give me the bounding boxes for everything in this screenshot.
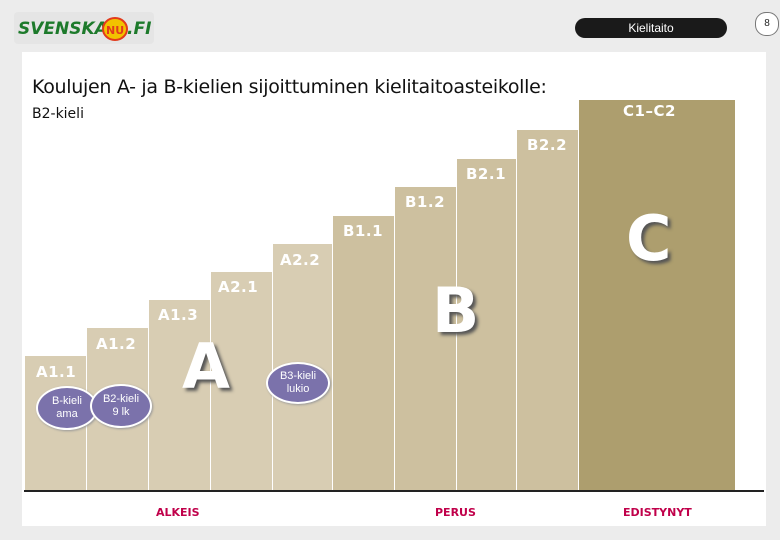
slide-subtitle: B2-kieli: [32, 106, 84, 122]
level-label-c1-c2: C1–C2: [623, 102, 676, 120]
bubble-b2-kieli-9lk: B2-kieli 9 lk: [90, 384, 152, 428]
bubble-line2: 9 lk: [112, 406, 130, 418]
level-label-a1-3: A1.3: [158, 306, 199, 324]
page-number: 8: [755, 12, 779, 36]
level-label-b2-1: B2.1: [466, 165, 507, 183]
svg-text:NU: NU: [106, 24, 124, 37]
big-letter-b: B: [432, 274, 480, 347]
bubble-line1: B3-kieli: [279, 370, 317, 382]
section-pill: Kielitaito: [575, 18, 727, 38]
level-label-a2-1: A2.1: [218, 278, 259, 296]
bubble-b-kieli-ama: B-kieli ama: [36, 386, 98, 430]
slide-title: Koulujen A- ja B-kielien sijoittuminen k…: [32, 76, 547, 98]
step-b1-1: [332, 216, 395, 490]
bubble-b3-kieli-lukio: B3-kieli lukio: [266, 362, 330, 404]
bubble-line1: B-kieli: [52, 395, 82, 407]
big-letter-c: C: [626, 202, 672, 275]
footer-edistynyt: EDISTYNYT: [623, 506, 692, 519]
step-a2-1: [210, 272, 273, 490]
big-letter-a: A: [182, 330, 230, 403]
svenska-nu-logo: SVENSKA NU .FI: [14, 12, 154, 44]
bubble-line2: lukio: [286, 383, 310, 395]
level-label-b2-2: B2.2: [527, 136, 568, 154]
footer-alkeis: ALKEIS: [156, 506, 200, 519]
bubble-line2: ama: [56, 408, 78, 420]
svg-text:SVENSKA: SVENSKA: [18, 19, 108, 39]
bubble-line1: B2-kieli: [102, 393, 140, 405]
level-label-a2-2: A2.2: [280, 251, 321, 269]
step-b2-2: [516, 130, 579, 490]
level-label-a1-2: A1.2: [96, 335, 137, 353]
level-label-b1-1: B1.1: [343, 222, 384, 240]
level-label-a1-1: A1.1: [36, 363, 77, 381]
step-a1-3: [148, 300, 211, 490]
step-c1-c2: [578, 100, 735, 490]
footer-perus: PERUS: [435, 506, 476, 519]
svg-text:.FI: .FI: [127, 19, 151, 39]
step-b2-1: [456, 159, 517, 490]
footer-divider: [24, 490, 764, 492]
level-label-b1-2: B1.2: [405, 193, 446, 211]
step-b1-2: [394, 187, 457, 490]
